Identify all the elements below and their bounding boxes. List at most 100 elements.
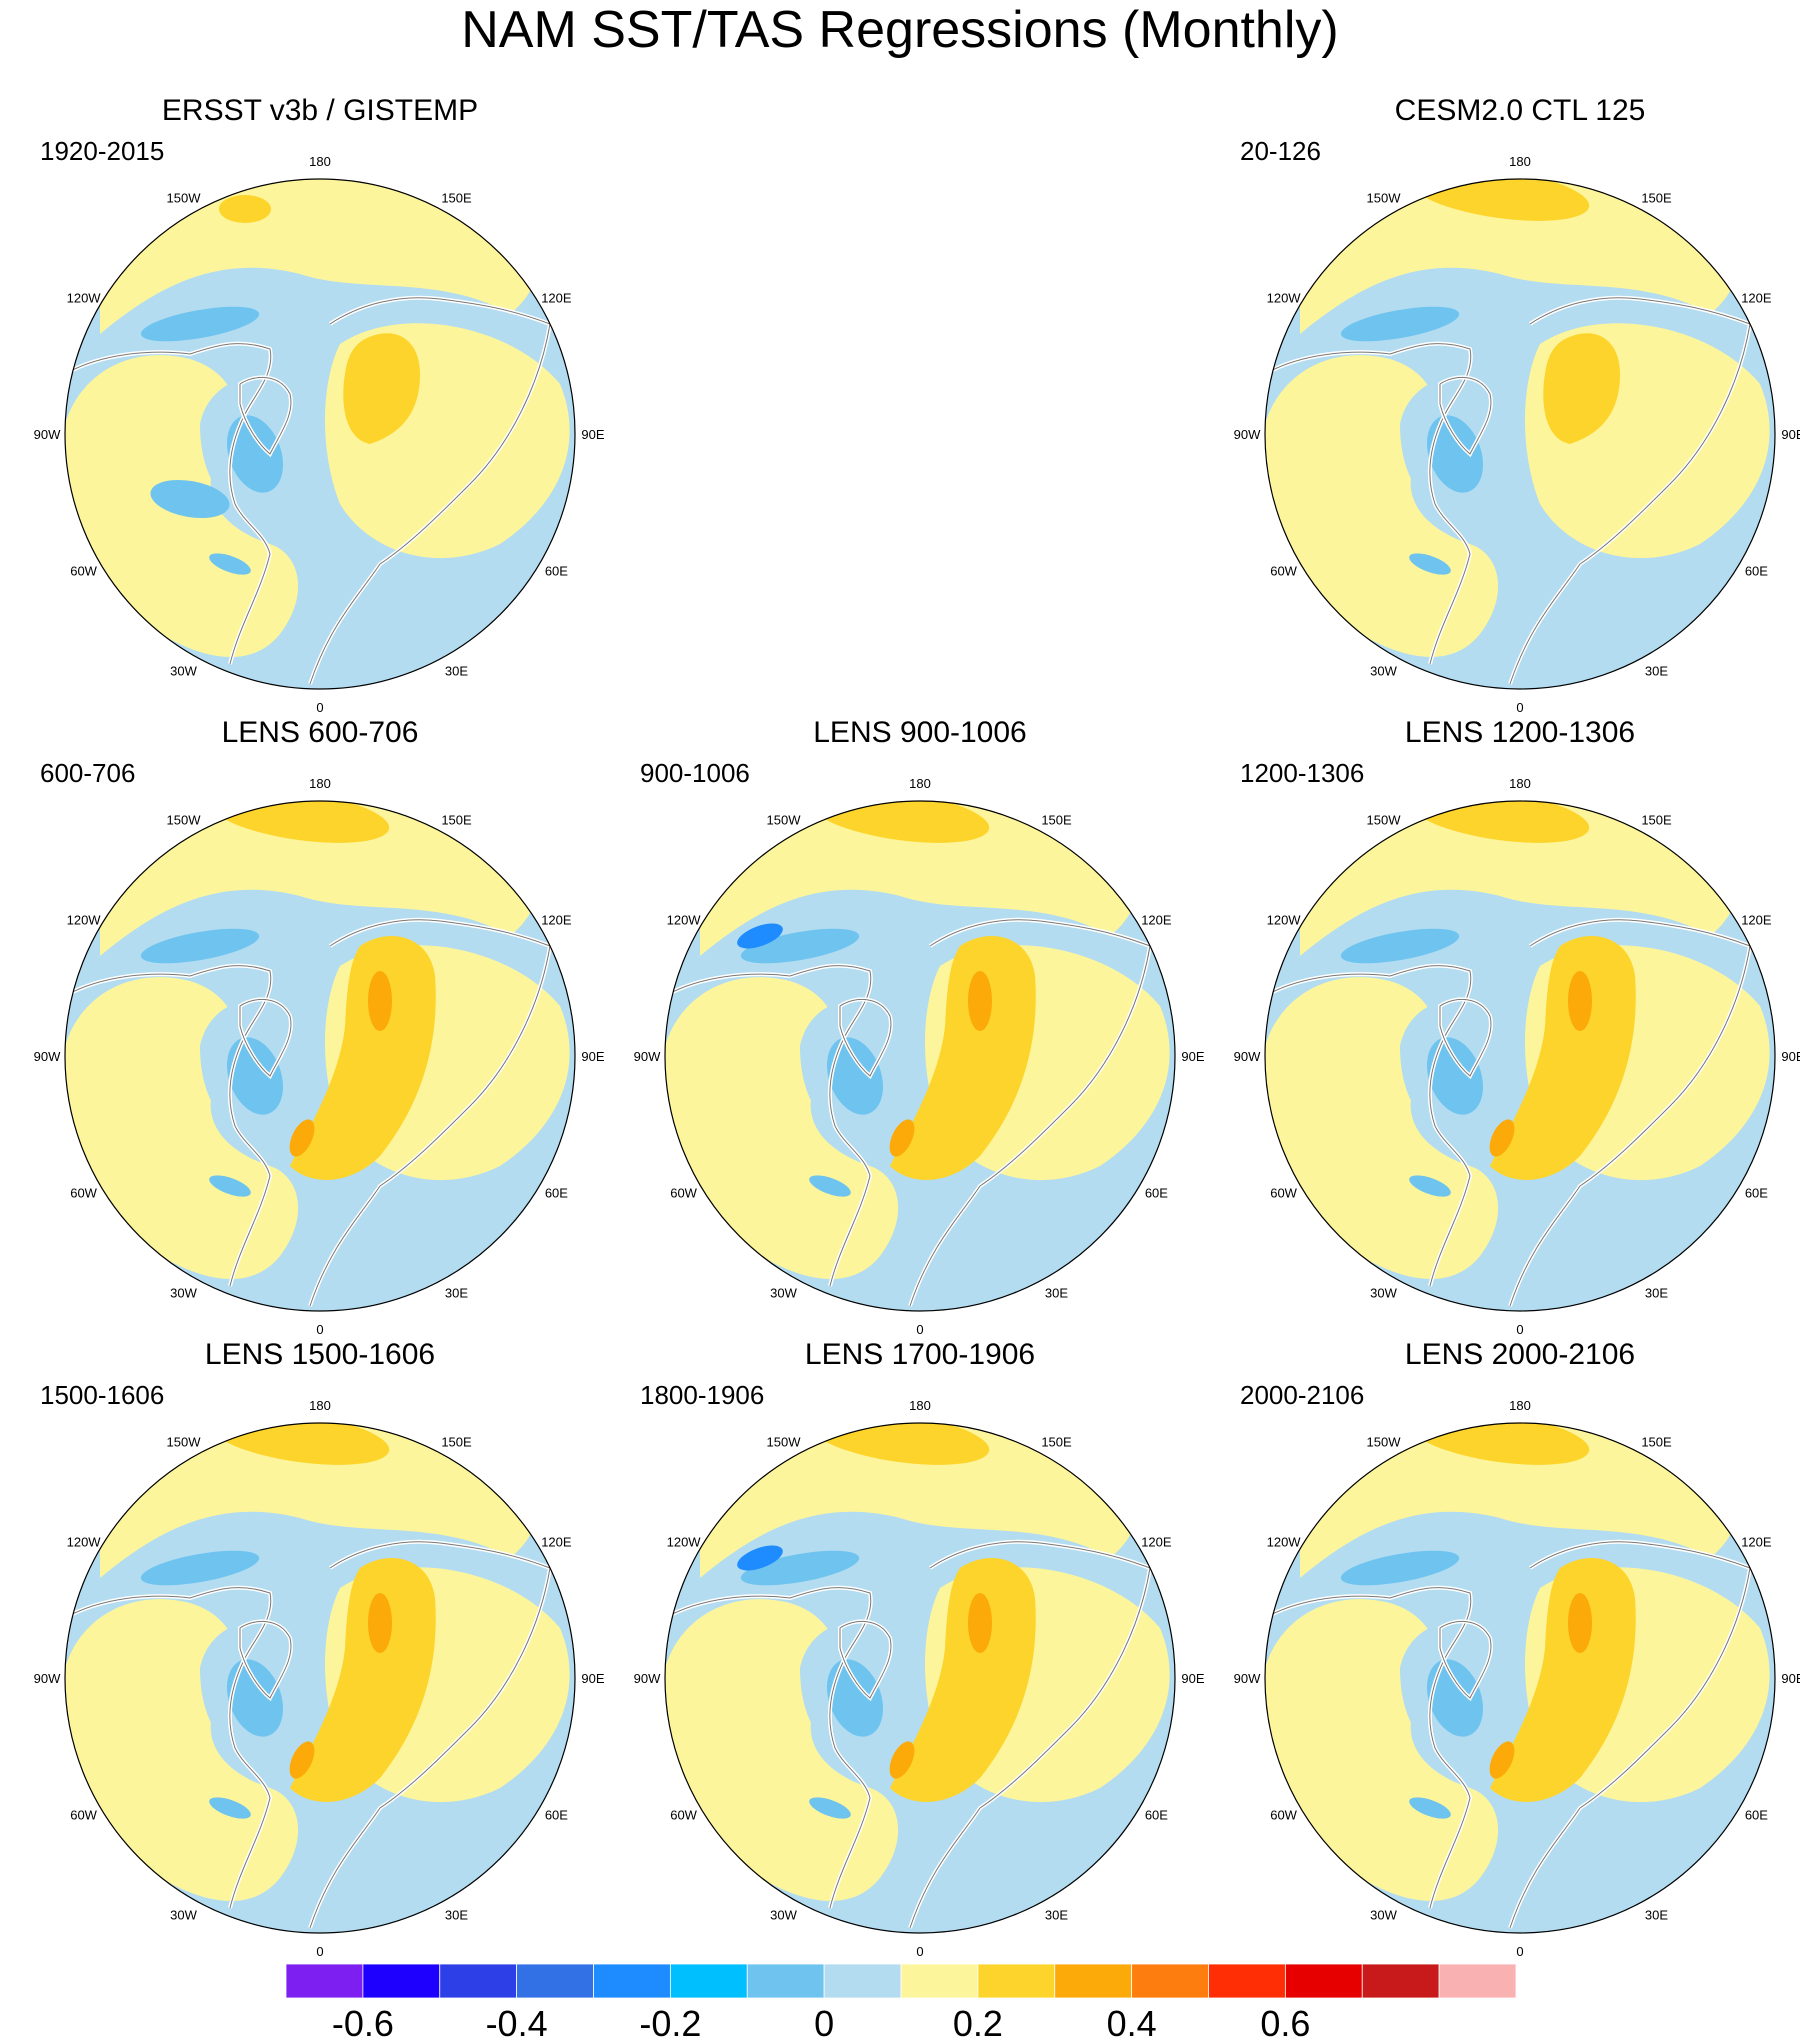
longitude-label: 90E <box>1781 1671 1800 1686</box>
scandinavia-strong-core <box>1489 1741 1515 1779</box>
map-panel-cesm-ctl: CESM2.0 CTL 125 20-126 180 150E 120E 90E 60E… <box>1234 94 1800 716</box>
scandinavia-strong-core <box>289 1741 315 1779</box>
longitude-label: 120E <box>541 1535 572 1550</box>
alaska-strong-negative-core <box>737 1545 783 1571</box>
siberia-strong-core <box>968 1593 992 1653</box>
pacific-positive-band <box>1300 801 1738 956</box>
greenland-coastline <box>239 376 292 455</box>
longitude-label: 30W <box>1370 663 1397 678</box>
longitude-label: 30E <box>1045 1907 1068 1922</box>
longitude-label: 90W <box>634 1671 661 1686</box>
panel-period: 1800-1906 <box>640 1380 765 1410</box>
atlantic-negative-core <box>809 1175 851 1197</box>
longitude-label: 120E <box>541 913 572 928</box>
longitude-label: 60E <box>545 564 568 579</box>
longitude-label: 0 <box>316 1322 323 1337</box>
anomaly-field <box>1265 1423 1775 1933</box>
eurasia-coastline <box>1509 1541 1751 1929</box>
colorbar-box <box>286 1964 364 1999</box>
anomaly-field <box>65 179 575 689</box>
longitude-label: 60W <box>1270 1808 1297 1823</box>
atlantic-negative-core <box>209 1797 251 1819</box>
atlantic-positive-ring <box>665 977 899 1279</box>
map-boundary <box>1264 178 1776 690</box>
atlantic-positive-ring <box>1265 355 1499 657</box>
alaska-strong-negative-core <box>737 923 783 949</box>
alaska-negative-core <box>1340 928 1460 964</box>
anomaly-field <box>1265 179 1775 689</box>
longitude-label: 120E <box>541 291 572 306</box>
colorbar-box <box>1131 1964 1209 1999</box>
colorbar-box <box>1054 1964 1133 1999</box>
eurasia-coastline <box>309 919 551 1307</box>
longitude-label: 150E <box>1041 1435 1072 1450</box>
longitude-label: 180 <box>909 776 931 791</box>
colorbar-box <box>1284 1964 1363 1999</box>
map-boundary <box>64 1422 576 1934</box>
longitude-label: 0 <box>1516 1944 1523 1959</box>
colorbar-box <box>593 1964 671 1999</box>
alaska-negative-core <box>740 928 860 964</box>
greenland-coastline <box>239 998 292 1077</box>
longitude-label: 0 <box>316 1944 323 1959</box>
polar-map: 180 150E 120E 90E 60E 30E 0 30W 60W 90W 120W 150W <box>34 1398 605 1959</box>
polar-map: 180 150E 120E 90E 60E 30E 0 30W 60W 90W 120W 150W <box>1234 776 1800 1337</box>
colorbar-box <box>1438 1964 1516 1999</box>
greenland-coastline <box>839 1620 892 1699</box>
longitude-label: 150W <box>1367 191 1402 206</box>
longitude-label: 60E <box>1145 1186 1168 1201</box>
panel-period: 20-126 <box>1240 136 1321 166</box>
longitude-label: 60E <box>1745 1808 1768 1823</box>
colorbar-box <box>669 1964 748 1999</box>
longitude-label: 120W <box>667 913 702 928</box>
longitude-label: 150E <box>441 813 472 828</box>
longitude-label: 30W <box>1370 1285 1397 1300</box>
longitude-label: 90E <box>1781 1049 1800 1064</box>
colorbar-box <box>977 1964 1056 1999</box>
longitude-label: 120W <box>67 1535 102 1550</box>
atlantic-positive-ring <box>65 977 299 1279</box>
longitude-label: 180 <box>1509 1398 1531 1413</box>
colorbar-box <box>746 1964 825 1999</box>
panel-title: LENS 1200-1306 <box>1404 716 1636 749</box>
siberia-strong-core <box>1568 971 1592 1031</box>
longitude-label: 30W <box>170 1907 197 1922</box>
polar-map: 180 150E 120E 90E 60E 30E 0 30W 60W 90W 120W 150W <box>634 776 1205 1337</box>
longitude-label: 0 <box>916 1944 923 1959</box>
anomaly-field <box>1265 801 1775 1311</box>
polar-map: 180 150E 120E 90E 60E 30E 0 30W 60W 90W 120W 150W <box>1234 154 1800 715</box>
longitude-label: 120W <box>67 913 102 928</box>
longitude-label: 150W <box>1367 813 1402 828</box>
eurasia-coastline <box>1509 919 1751 1307</box>
colorbar-tick-label: 0.2 <box>953 2003 1003 2038</box>
longitude-label: 60E <box>545 1186 568 1201</box>
greenland-negative-core <box>226 1037 284 1115</box>
longitude-label: 60W <box>1270 564 1297 579</box>
longitude-label: 60E <box>1745 1186 1768 1201</box>
longitude-label: 90W <box>1234 427 1261 442</box>
greenland-coastline <box>1439 998 1492 1077</box>
map-panel-ersst: ERSST v3b / GISTEMP 1920-2015 180 150E 120… <box>34 96 605 716</box>
longitude-label: 150E <box>441 191 472 206</box>
panel-title: CESM2.0 CTL 125 <box>1394 94 1646 127</box>
colorbar-tick-label: -0.4 <box>486 2003 548 2038</box>
greenland-negative-core <box>826 1659 884 1737</box>
colorbar-tick-label: 0 <box>814 2003 834 2038</box>
longitude-label: 30E <box>1645 1285 1668 1300</box>
longitude-label: 120E <box>1741 913 1772 928</box>
greenland-coastline <box>1439 1620 1492 1699</box>
colorbar-box <box>362 1964 441 1999</box>
pacific-positive-band <box>700 1423 1138 1578</box>
colorbar-box <box>900 1964 979 1999</box>
alaska-negative-core <box>140 1550 260 1586</box>
longitude-label: 150W <box>767 1435 802 1450</box>
longitude-label: 120W <box>1267 291 1302 306</box>
longitude-label: 60W <box>1270 1186 1297 1201</box>
anomaly-field <box>65 1423 575 1933</box>
map-panel-lens-900: LENS 900-1006 900-1006 180 150E 120E 90E 60E… <box>634 718 1205 1338</box>
atlantic-negative-core <box>809 1797 851 1819</box>
greenland-negative-core <box>826 1037 884 1115</box>
longitude-label: 30E <box>1645 1907 1668 1922</box>
longitude-label: 150E <box>1641 191 1672 206</box>
eurasia-positive-core <box>290 936 436 1180</box>
